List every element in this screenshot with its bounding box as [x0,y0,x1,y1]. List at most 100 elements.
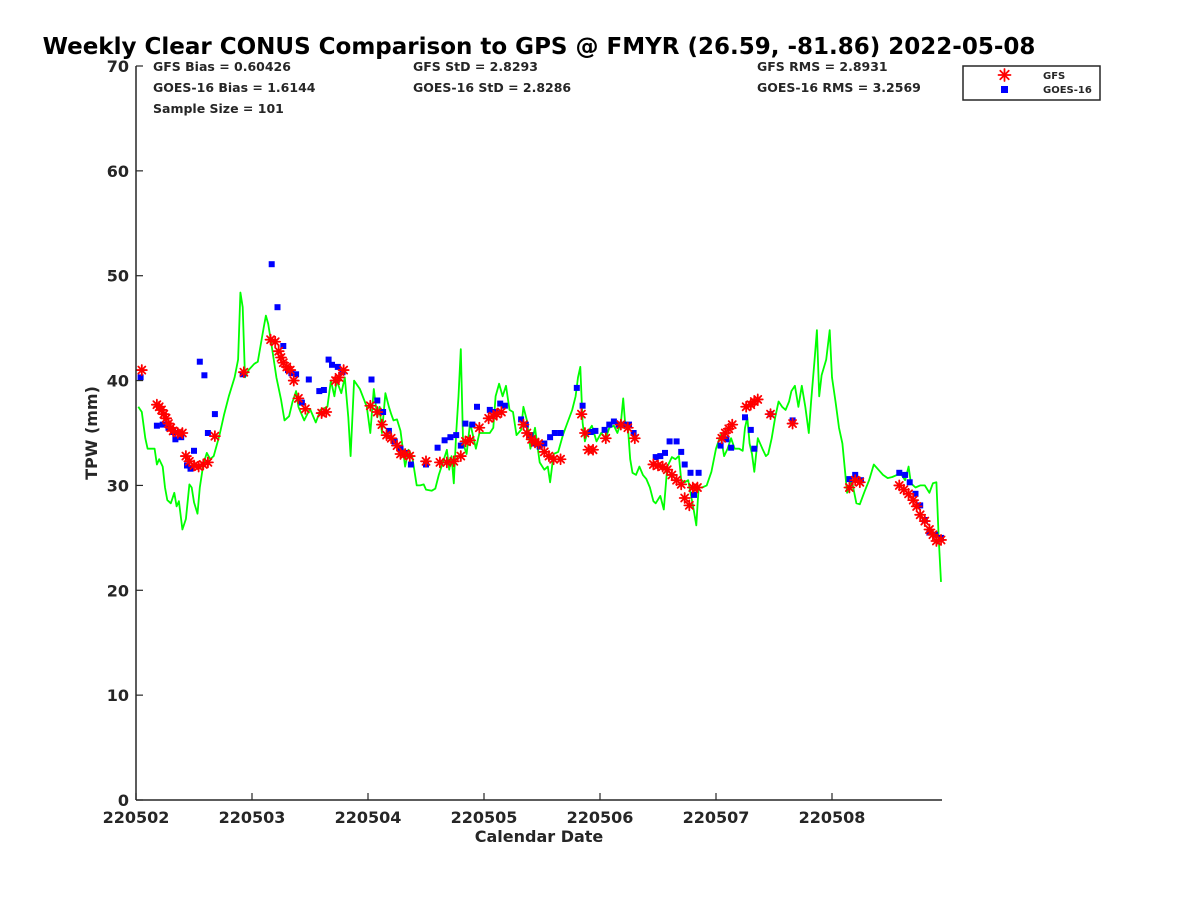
gfs-point [683,499,696,512]
goes-16-point [447,434,454,441]
goes-16-point [325,356,332,363]
goes-16-point [201,372,208,379]
y-axis-label: TPW (mm) [82,386,101,480]
goes-16-point [723,436,730,443]
gfs-point [447,455,460,468]
goes-16-point [434,444,441,451]
gfs-point [532,437,545,450]
gfs-point [599,432,612,445]
goes-16-point [385,427,392,434]
goes-16-point [912,490,919,497]
goes-16-point [687,469,694,476]
y-tick-label: 20 [107,581,129,600]
goes-16-point [334,363,341,370]
x-tick-label: 220504 [335,808,402,827]
goes-16-point [717,442,724,449]
gfs-point [208,430,221,443]
gfs-point [376,418,388,431]
chart-title: Weekly Clear CONUS Comparison to GPS @ F… [43,34,1036,60]
goes-16-point [579,402,586,409]
gps-series-line [137,291,942,582]
gfs-point [628,432,641,445]
gfs-point [473,421,486,434]
gfs-point [579,427,591,439]
gfs-point [391,439,403,452]
sample-size-stat: Sample Size = 101 [153,101,284,116]
goes-16-point [657,453,664,460]
gfs-rms-stat: GFS RMS = 2.8931 [757,59,888,74]
goes-16-point [474,403,480,410]
goes-std-stat: GOES-16 StD = 2.8286 [413,80,571,95]
goes-16-point [906,479,913,486]
y-tick-label: 30 [107,476,129,495]
goes-16-point [320,387,327,393]
goes-16-point [747,426,754,433]
goes-16-point [374,397,381,404]
goes-16-point [673,438,680,445]
gfs-point [751,393,764,406]
goes-16-point [527,432,534,439]
goes-16-point [196,358,203,365]
gfs-point [726,418,739,431]
goes-16-point [368,376,375,383]
y-tick-label: 40 [107,372,129,391]
legend-gfs-label: GFS [1043,71,1065,82]
x-tick-label: 220502 [103,808,170,827]
gfs-std-stat: GFS StD = 2.8293 [413,59,538,74]
gfs-point [454,450,467,462]
gfs-point [337,364,350,376]
goes-16-point [274,304,281,311]
goes-16-point [462,420,469,427]
goes-16-point [587,429,594,435]
gfs-point [914,508,927,521]
gfs-point [902,487,915,500]
goes-16-point [630,430,637,436]
legend-box [962,65,1101,101]
gfs-point [843,481,856,494]
goes-16-point [557,430,564,436]
goes-16-point [153,422,160,429]
gfs-point [385,432,398,445]
gfs-point [764,408,777,421]
goes-16-point [896,469,903,476]
goes-16-point [191,447,197,454]
plot-area [135,261,947,582]
gfs-point [495,406,508,418]
gfs-point [371,406,384,418]
gfs-point [284,364,297,376]
goes-rms-stat: GOES-16 RMS = 3.2569 [757,80,921,95]
goes-16-point [742,414,748,421]
goes-16-point [681,461,688,468]
x-tick-label: 220507 [683,808,750,827]
goes-16-point [666,438,673,445]
goes-16-point [457,442,464,449]
gfs-point [910,500,923,513]
gfs-series [135,333,947,547]
x-tick-label: 220503 [219,808,286,827]
legend: GFS GOES-16 [962,65,1101,101]
gfs-point [202,456,214,469]
goes-16-point [137,374,144,381]
gfs-point [575,408,588,421]
gfs-point [554,453,567,466]
goes-16-point [606,421,613,428]
axes: 0 10 20 30 40 50 60 70 220502 220503 220504 220505… [103,57,942,827]
goes-16-point [486,406,493,413]
goes-16-point [453,432,460,439]
gfs-point [287,374,300,387]
gfs-point [403,450,416,462]
goes-16-point [407,461,414,468]
y-tick-label: 0 [118,791,129,810]
goes-16-point [305,376,312,383]
gfs-point [292,392,305,405]
gfs-point [521,427,533,439]
legend-goes-16-label: GOES-16 [1043,85,1092,96]
gfs-point [517,418,530,431]
goes-16-point [204,430,211,436]
goes-16-point [728,444,735,451]
goes-16-point [293,371,300,378]
goes-16-point [441,437,448,444]
gfs-point [192,460,205,473]
x-tick-label: 220508 [799,808,866,827]
